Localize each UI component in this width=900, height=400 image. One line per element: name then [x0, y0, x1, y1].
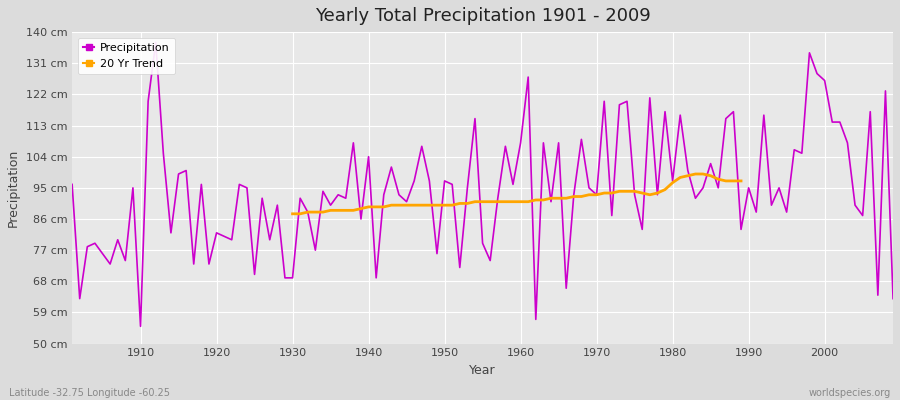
X-axis label: Year: Year — [469, 364, 496, 377]
Legend: Precipitation, 20 Yr Trend: Precipitation, 20 Yr Trend — [77, 38, 176, 74]
Title: Yearly Total Precipitation 1901 - 2009: Yearly Total Precipitation 1901 - 2009 — [315, 7, 651, 25]
Text: Latitude -32.75 Longitude -60.25: Latitude -32.75 Longitude -60.25 — [9, 388, 170, 398]
Y-axis label: Precipitation: Precipitation — [7, 149, 20, 227]
Text: worldspecies.org: worldspecies.org — [809, 388, 891, 398]
